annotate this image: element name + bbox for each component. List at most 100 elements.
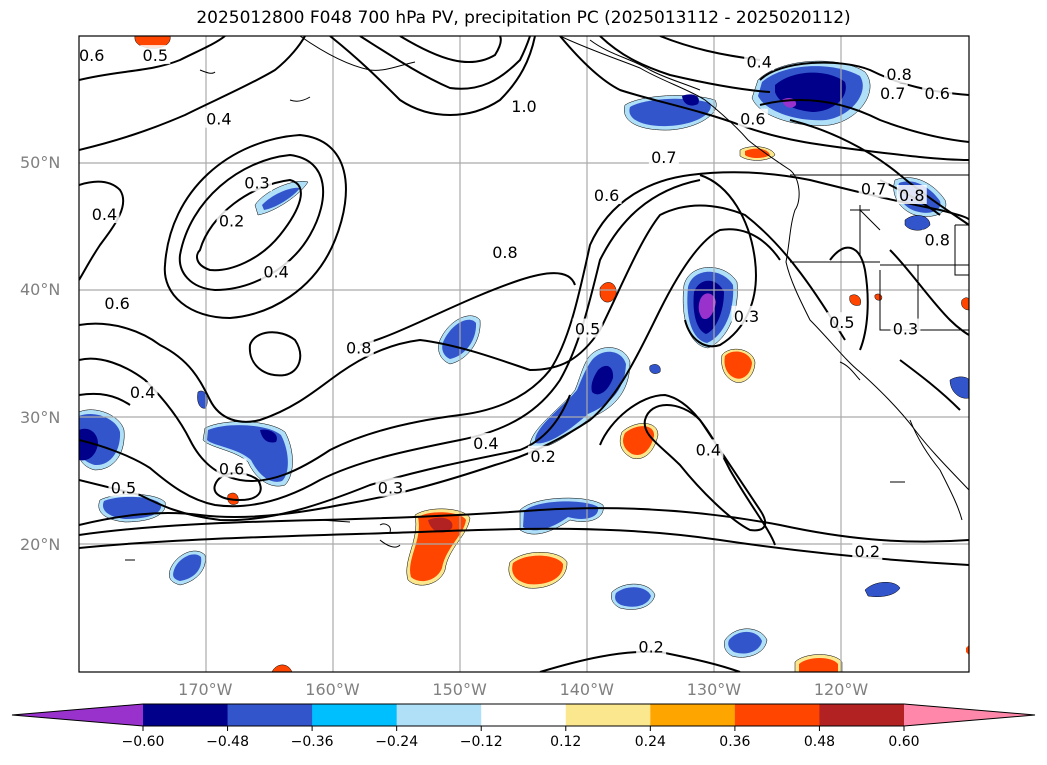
contour-label: 0.4 — [206, 110, 231, 129]
lon-label: 130°W — [686, 680, 742, 699]
colorbar-tick-label: −0.36 — [290, 734, 334, 750]
colorbar-segment — [143, 704, 229, 726]
lat-label: 40°N — [20, 280, 61, 300]
contour-label-bg — [572, 318, 603, 338]
contour-label-bg — [89, 204, 120, 224]
colorbar-segment — [481, 704, 567, 726]
contour-label: 0.3 — [244, 173, 269, 192]
colorbar-extend-max — [904, 704, 1035, 726]
colorbar-tick-label: −0.12 — [459, 734, 503, 750]
colorbar-segment — [227, 704, 313, 726]
colorbar-tick-label: 0.36 — [719, 734, 751, 750]
lon-label: 170°W — [178, 680, 233, 699]
contour-label: 0.2 — [855, 542, 880, 561]
contour-label: 0.6 — [924, 84, 949, 103]
contour-label-bg — [489, 242, 520, 262]
contour-label-bg — [108, 477, 139, 497]
colorbar — [11, 703, 1036, 731]
contour-label: 0.8 — [492, 243, 517, 262]
precip-positive-areas — [134, 36, 969, 672]
contour-label: 0.7 — [880, 84, 905, 103]
contour-label-bg — [216, 458, 247, 478]
contour-label-bg — [922, 229, 953, 249]
contour-label: 0.8 — [899, 186, 924, 205]
contour-label: 0.6 — [594, 186, 619, 205]
contour-label-bg — [744, 51, 775, 71]
contour-label-bg — [731, 305, 762, 325]
contour-label-bg — [648, 146, 679, 166]
contour-label-bg — [852, 541, 883, 561]
contour-label: 0.3 — [378, 479, 403, 498]
colorbar-segment — [819, 704, 905, 726]
contour-label: 0.6 — [740, 110, 765, 129]
contour-label-bg — [858, 178, 889, 198]
contour-label-bg — [102, 293, 133, 313]
contour-label-bg — [261, 261, 292, 281]
map-title: 2025012800 F048 700 hPa PV, precipitatio… — [196, 8, 851, 28]
contour-label-bg — [877, 83, 908, 103]
contour-label: 0.7 — [651, 148, 676, 167]
lon-label: 160°W — [305, 680, 360, 699]
contour-label-bg — [343, 337, 374, 357]
contour-label-bg — [140, 45, 171, 65]
colorbar-segment — [396, 704, 482, 726]
contour-label-bg — [884, 64, 915, 84]
contour-label-bg — [922, 83, 953, 103]
contour-label: 0.4 — [263, 262, 288, 281]
colorbar-extend-min — [12, 704, 143, 726]
colorbar-segment — [650, 704, 736, 726]
contour-label: 0.3 — [734, 307, 759, 326]
contour-label-bg — [509, 95, 539, 115]
contour-label: 0.5 — [143, 46, 168, 65]
contour-label: 0.2 — [530, 447, 555, 466]
lon-label: 140°W — [559, 680, 614, 699]
contour-label: 0.2 — [638, 638, 663, 657]
contour-labels: 0.6 0.50.41.00.40.60.80.7 0.60.70.6 0.7 0.80… — [79, 45, 953, 657]
lat-label: 30°N — [20, 407, 61, 427]
colorbar-tick-label: 0.48 — [803, 734, 836, 750]
colorbar-tick-label: −0.60 — [121, 734, 165, 750]
lat-label: 20°N — [20, 534, 61, 554]
contour-label: 0.8 — [924, 231, 949, 250]
contour-label: 0.8 — [346, 339, 371, 358]
contour-label-bg — [737, 108, 768, 128]
contour-label-bg — [591, 185, 622, 204]
colorbar-tick-label: −0.24 — [375, 734, 419, 750]
lat-label: 50°N — [20, 153, 61, 173]
contour-label-bg — [79, 45, 107, 65]
contour-label-bg — [242, 172, 272, 192]
contour-label-bg — [693, 439, 724, 459]
colorbar-tick-label: 0.12 — [550, 734, 582, 750]
pv-contours — [79, 36, 969, 672]
contour-label: 0.4 — [473, 434, 498, 453]
contour-label-bg — [896, 185, 927, 204]
contour-label-bg — [216, 210, 247, 230]
contour-label-bg — [528, 445, 559, 465]
contour-label: 0.4 — [696, 440, 721, 459]
colorbar-tick-label: 0.24 — [634, 734, 666, 750]
contour-label: 0.2 — [219, 211, 244, 230]
contour-label-bg — [636, 636, 667, 656]
contour-label-bg — [826, 312, 857, 332]
contour-label-bg — [470, 433, 501, 453]
colorbar-tick-label: −0.48 — [206, 734, 249, 750]
contour-label: 0.8 — [886, 65, 911, 84]
contour-label: 0.6 — [104, 294, 129, 313]
coastlines — [125, 36, 969, 561]
contour-label: 0.5 — [829, 313, 854, 332]
colorbar-segment — [565, 704, 651, 726]
contour-label-bg — [127, 382, 158, 402]
contour-label-bg — [375, 477, 406, 497]
lon-label: 150°W — [432, 680, 487, 699]
contour-label: 0.5 — [575, 320, 600, 339]
contour-label: 0.6 — [219, 459, 244, 478]
colorbar-tick-label: 0.60 — [888, 734, 920, 750]
contour-label: 0.7 — [861, 180, 886, 199]
map-frame — [78, 35, 970, 673]
contour-label: 0.4 — [746, 52, 771, 71]
contour-label-bg — [890, 318, 921, 338]
contour-label: 0.4 — [130, 383, 155, 402]
contour-label: 0.5 — [111, 479, 136, 498]
contour-label: 0.3 — [893, 320, 918, 339]
colorbar-segment — [734, 704, 820, 726]
